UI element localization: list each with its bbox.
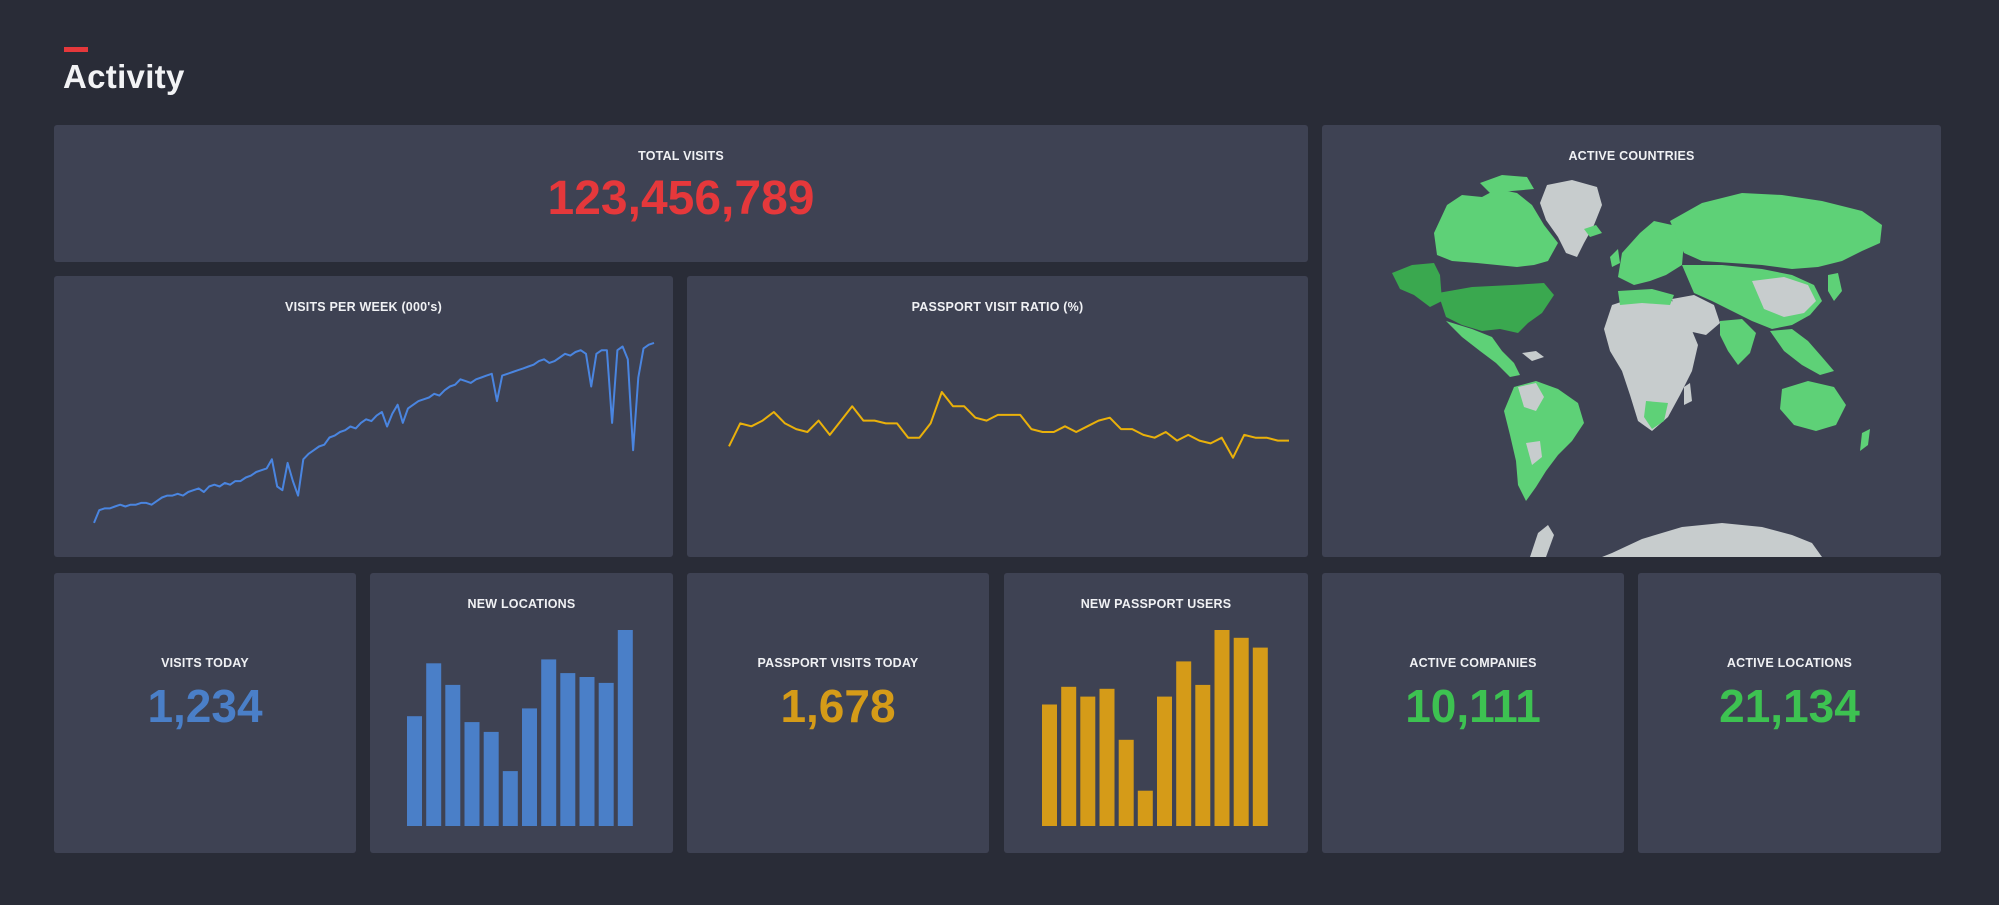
map-south-america-grey (1518, 383, 1544, 411)
map-mexico (1446, 321, 1520, 377)
page-title: Activity (63, 58, 185, 95)
new-locations-bar (464, 722, 480, 826)
map-usa (1438, 283, 1554, 333)
map-caribbean (1522, 351, 1544, 361)
new-passport-users-bar (1099, 688, 1115, 826)
active-locations-card: ACTIVE LOCATIONS 21,134 (1638, 573, 1941, 853)
map-europe (1618, 221, 1684, 285)
new-passport-users-chart (1042, 630, 1268, 826)
map-new-zealand (1860, 429, 1870, 451)
new-passport-users-bar (1214, 630, 1230, 826)
active-locations-value: 21,134 (1719, 680, 1860, 732)
map-madagascar (1684, 383, 1692, 405)
total-visits-label: TOTAL VISITS (638, 149, 724, 163)
new-locations-bar (560, 673, 576, 826)
map-india (1720, 319, 1756, 365)
map-canada (1434, 189, 1558, 267)
new-passport-users-bar (1080, 696, 1096, 826)
new-passport-users-bar (1042, 704, 1057, 826)
map-africa-south (1644, 401, 1668, 429)
new-passport-users-bar (1195, 684, 1211, 826)
new-passport-users-bar (1252, 647, 1268, 826)
new-locations-bar (407, 716, 422, 826)
new-passport-users-bar (1157, 696, 1172, 826)
passport-visits-today-card: PASSPORT VISITS TODAY 1,678 (687, 573, 989, 853)
active-countries-label: ACTIVE COUNTRIES (1568, 149, 1695, 163)
world-map (1392, 175, 1882, 557)
total-visits-value: 123,456,789 (547, 172, 815, 225)
visits-per-week-line (93, 341, 655, 524)
map-iceland (1584, 225, 1602, 237)
new-locations-bar (502, 771, 518, 826)
passport-visits-today-label: PASSPORT VISITS TODAY (757, 656, 919, 670)
map-china (1752, 277, 1816, 317)
map-africa-north (1618, 289, 1674, 305)
new-passport-users-label: NEW PASSPORT USERS (1080, 597, 1232, 611)
new-locations-bar (483, 731, 499, 826)
map-canada-islands (1480, 175, 1534, 193)
visits-per-week-label: VISITS PER WEEK (000's) (285, 300, 442, 314)
new-locations-bar (426, 663, 442, 826)
passport-ratio-chart (728, 391, 1289, 459)
new-locations-card: NEW LOCATIONS (370, 573, 673, 853)
new-locations-label: NEW LOCATIONS (467, 597, 576, 611)
total-visits-card: TOTAL VISITS 123,456,789 (54, 125, 1308, 262)
map-antarctica (1602, 523, 1822, 557)
visits-today-label: VISITS TODAY (161, 656, 249, 670)
visits-per-week-card: VISITS PER WEEK (000's) (54, 276, 673, 557)
new-passport-users-card: NEW PASSPORT USERS (1004, 573, 1308, 853)
map-australia (1780, 381, 1846, 431)
passport-ratio-label: PASSPORT VISIT RATIO (%) (911, 300, 1084, 314)
active-companies-card: ACTIVE COMPANIES 10,111 (1322, 573, 1624, 853)
map-southeast-asia (1770, 329, 1834, 375)
map-alaska (1392, 263, 1442, 307)
active-companies-value: 10,111 (1405, 680, 1541, 732)
new-locations-bar (541, 659, 557, 826)
new-passport-users-bar (1233, 637, 1249, 826)
new-locations-bar (617, 630, 633, 826)
passport-ratio-card: PASSPORT VISIT RATIO (%) (687, 276, 1308, 557)
active-countries-card: ACTIVE COUNTRIES (1322, 125, 1941, 557)
title-accent-bar (64, 47, 88, 52)
map-japan (1828, 273, 1842, 301)
map-south-america-grey-2 (1526, 441, 1542, 465)
map-russia (1670, 193, 1882, 269)
visits-per-week-chart (93, 341, 655, 524)
new-passport-users-bar (1061, 686, 1077, 826)
map-antarctica-west (1530, 525, 1554, 557)
passport-visits-today-value: 1,678 (780, 680, 896, 732)
new-passport-users-bar (1176, 661, 1192, 826)
new-locations-bar (598, 682, 614, 826)
new-locations-bar (445, 684, 461, 826)
active-companies-label: ACTIVE COMPANIES (1409, 656, 1537, 670)
new-locations-chart (407, 630, 633, 826)
new-passport-users-bar (1118, 739, 1134, 826)
map-greenland (1540, 180, 1602, 257)
map-south-america (1504, 381, 1584, 501)
map-uk (1610, 249, 1620, 267)
map-africa (1604, 295, 1698, 431)
new-locations-bar (522, 708, 537, 826)
visits-today-value: 1,234 (147, 680, 263, 732)
new-locations-bar (579, 677, 595, 826)
new-passport-users-bar (1137, 790, 1153, 826)
passport-ratio-line (728, 391, 1289, 459)
active-locations-label: ACTIVE LOCATIONS (1726, 656, 1853, 670)
visits-today-card: VISITS TODAY 1,234 (54, 573, 356, 853)
